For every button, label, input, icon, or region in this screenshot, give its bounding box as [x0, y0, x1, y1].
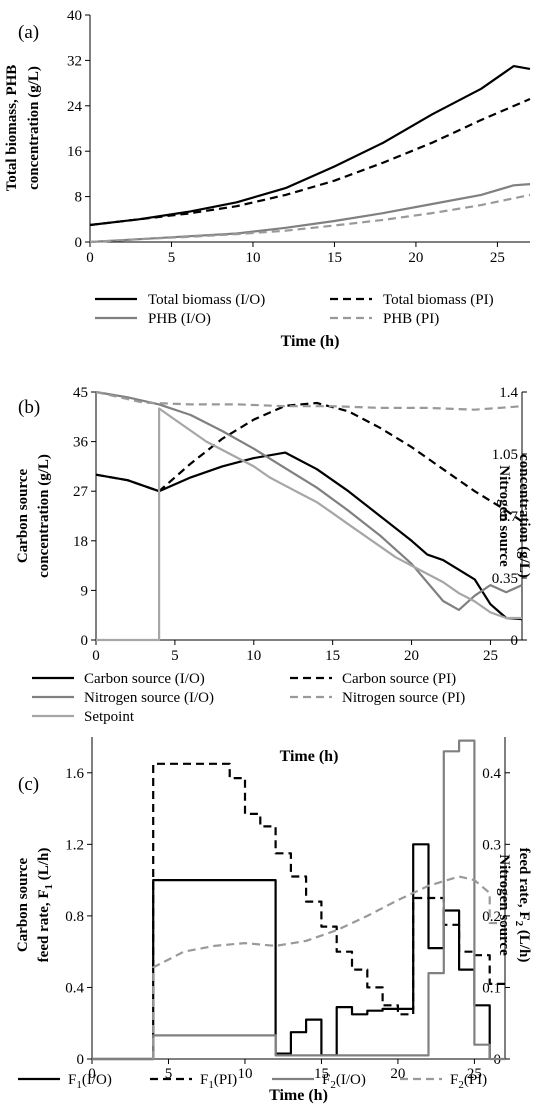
x-tick-label: 25: [467, 1066, 482, 1082]
series-line-2: [89, 97, 531, 227]
y-tick-label: 24: [67, 99, 83, 115]
x-axis-label: Time (h): [281, 333, 340, 350]
x-tick-label: 5: [171, 648, 179, 664]
series-line-1: [89, 64, 531, 227]
x-tick-label: 0: [92, 648, 100, 664]
x-tick-label: 10: [245, 250, 260, 266]
legend-label: Total biomass (PI): [383, 292, 494, 308]
x-tick-label: 0: [86, 250, 94, 266]
y-axis-label: feed rate, F1 (L/h): [36, 848, 55, 963]
x-tick-label: 0: [88, 1066, 96, 1082]
y-tick-label: 40: [67, 8, 82, 24]
y-axis-label: concentration (g/L): [26, 66, 42, 190]
y-tick-label: 0.8: [65, 909, 84, 925]
y-right-tick-label: 0.2: [482, 909, 501, 925]
y-right-tick-label: 0.3: [482, 837, 501, 853]
y-tick-label: 0.4: [65, 980, 84, 996]
y-tick-label: 45: [73, 385, 88, 401]
y-tick-label: 9: [81, 583, 89, 599]
x-axis-label: Time (h): [280, 748, 339, 765]
x-tick-label: 5: [168, 250, 176, 266]
legend-label: F2(PI): [450, 1072, 487, 1091]
y-tick-label: 8: [75, 190, 83, 206]
y-tick-label: 0: [77, 1052, 85, 1068]
legend-label: Nitrogen source (PI): [342, 690, 465, 706]
x-tick-label: 25: [490, 250, 505, 266]
series-line-2: [95, 401, 523, 523]
y-right-tick-label: 0.35: [492, 571, 518, 587]
legend-label: F2(I/O): [322, 1072, 366, 1091]
y-tick-label: 18: [73, 534, 88, 550]
legend-label: Setpoint: [84, 709, 135, 725]
y-axis-right-label: Nitrogen source: [496, 854, 512, 956]
panel-label: (b): [18, 397, 40, 418]
y-tick-label: 1.6: [65, 766, 84, 782]
legend-label: F1(I/O): [68, 1072, 112, 1091]
legend-label: Carbon source (PI): [342, 671, 456, 687]
x-tick-label: 10: [237, 1066, 252, 1082]
y-tick-label: 27: [73, 484, 89, 500]
x-tick-label: 10: [246, 648, 261, 664]
x-tick-label: 15: [314, 1066, 329, 1082]
x-tick-label: 15: [325, 648, 340, 664]
series-line-5: [96, 407, 522, 642]
y-axis-right-label: concentration (g/L): [516, 454, 532, 578]
series-line-4: [95, 390, 523, 411]
y-right-tick-label: 0.4: [482, 766, 501, 782]
y-right-tick-label: 0: [511, 633, 519, 649]
y-right-tick-label: 1.05: [492, 447, 518, 463]
y-tick-label: 16: [67, 144, 83, 160]
series-line-1: [95, 451, 523, 621]
y-tick-label: 0: [81, 633, 89, 649]
x-tick-label: 25: [483, 648, 498, 664]
legend-label: PHB (PI): [383, 311, 439, 327]
legend-label: F1(PI): [200, 1072, 237, 1091]
series-line-4: [152, 875, 505, 1059]
y-axis-right-label: feed rate, F2 (L/h): [513, 848, 532, 963]
x-axis-label: Time (h): [269, 1087, 328, 1104]
y-right-tick-label: 0.1: [482, 980, 501, 996]
y-tick-label: 1.2: [65, 837, 84, 853]
y-tick-label: 36: [73, 435, 89, 451]
panel-a: (a) 0 5 10 15 20 25 0 8 16 24 32 40 Total biomass, PH…: [4, 8, 531, 350]
legend-label: Carbon source (I/O): [84, 671, 205, 687]
legend-label: Nitrogen source (I/O): [84, 690, 214, 706]
y-right-tick-label: 1.4: [499, 385, 518, 401]
panel-c: (c)0 5 10 15 20 2500.40.81.21.600.10.20.30.4C…: [15, 737, 532, 1104]
legend-label: PHB (I/O): [148, 311, 211, 327]
series-line-1: [92, 843, 491, 1061]
y-tick-label: 32: [67, 53, 82, 69]
y-axis-label: Carbon source: [15, 469, 31, 564]
y-axis-right-label: Nitrogen source: [496, 465, 512, 567]
y-axis-label: Total biomass, PHB: [4, 65, 20, 192]
series-line-3: [92, 739, 505, 1061]
series-line-3: [89, 183, 531, 244]
legend-label: Total biomass (I/O): [148, 292, 265, 308]
y-right-tick-label: 0.7: [499, 509, 518, 525]
x-tick-label: 20: [408, 250, 423, 266]
x-tick-label: 20: [404, 648, 419, 664]
y-axis-label: Carbon source: [15, 858, 31, 953]
x-tick-label: 5: [165, 1066, 173, 1082]
panel-b: (b) 0 5 10 15 20 25 0 9 18 27 36 45 0 0.35 0.7 1.05 1.4 Ca…: [15, 385, 532, 765]
series-line-3: [95, 390, 523, 612]
series-line-4: [89, 193, 531, 244]
x-tick-label: 15: [327, 250, 342, 266]
y-axis-label: concentration (g/L): [36, 454, 52, 578]
panel-label: (c): [18, 774, 39, 795]
y-tick-label: 0: [75, 235, 83, 251]
series-line-2: [152, 762, 505, 1059]
panel-label: (a): [18, 22, 39, 43]
